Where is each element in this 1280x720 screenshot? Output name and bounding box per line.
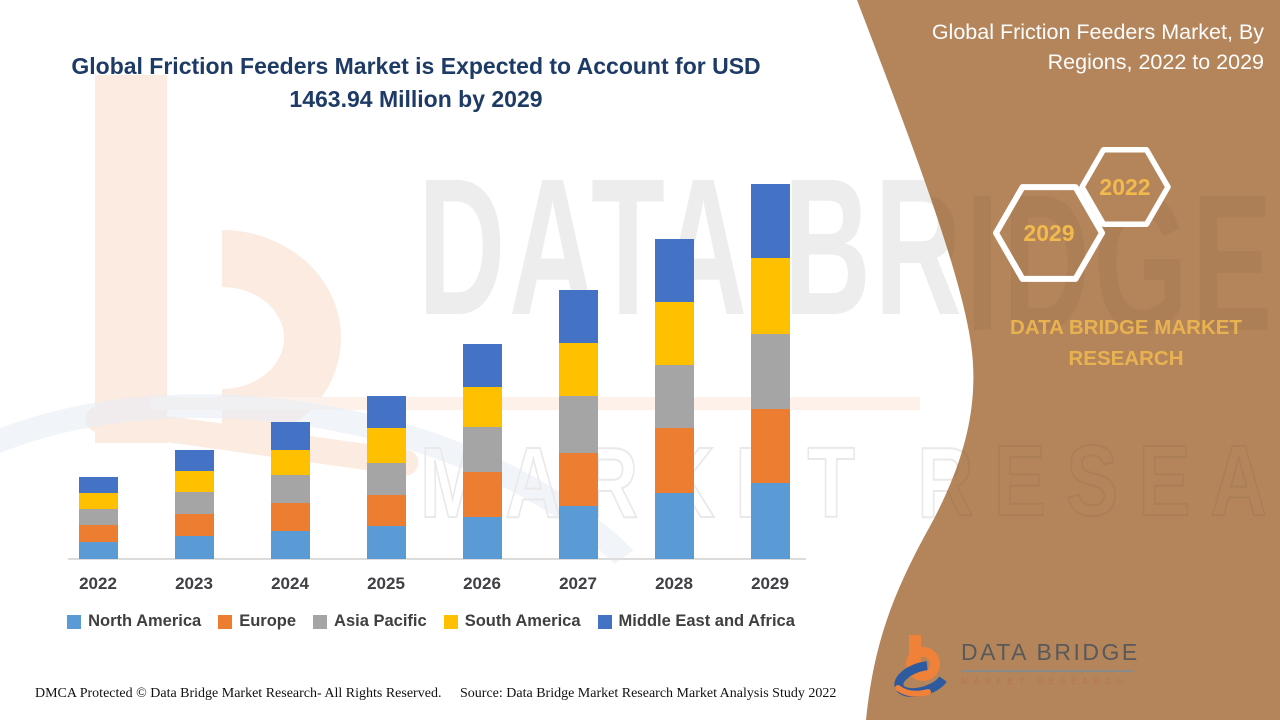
legend-item-asia-pacific: Asia Pacific — [313, 612, 427, 631]
x-axis-label-2029: 2029 — [751, 574, 789, 593]
x-axis-label-2028: 2028 — [655, 574, 693, 593]
bar-segment-north-america — [270, 531, 310, 559]
bar-segment-europe — [750, 409, 790, 483]
logo-text-block: DATA BRIDGE MARKET RESEARCH — [961, 633, 1140, 686]
legend-marker — [597, 614, 612, 629]
chart-title-line1: Global Friction Feeders Market is Expect… — [71, 53, 761, 79]
watermark-stripe — [150, 397, 920, 410]
stacked-bar-chart — [60, 150, 806, 560]
bar-segment-asia-pacific — [366, 463, 406, 495]
bar-2022 — [78, 477, 118, 559]
bar-segment-middle-east-and-africa — [78, 477, 118, 493]
bar-segment-middle-east-and-africa — [462, 344, 502, 387]
brand-wordmark-line2: RESEARCH — [1068, 347, 1184, 370]
bar-segment-south-america — [174, 471, 214, 492]
chart-legend: North America Europe Asia Pacific South Ame… — [0, 612, 862, 631]
bar-segment-asia-pacific — [654, 365, 694, 428]
bar-segment-south-america — [462, 387, 502, 427]
bar-2027 — [558, 290, 598, 559]
bar-segment-middle-east-and-africa — [750, 184, 790, 258]
x-axis-line — [68, 558, 806, 560]
x-axis-label-2026: 2026 — [463, 574, 501, 593]
legend-label: Europe — [239, 612, 297, 630]
bar-segment-europe — [174, 514, 214, 536]
legend-label: Asia Pacific — [334, 612, 427, 630]
chart-title-line2: 1463.94 Million by 2029 — [289, 86, 543, 112]
hexagon-2029-label: 2029 — [1023, 220, 1074, 246]
bar-2024 — [270, 422, 310, 559]
x-axis-label-2023: 2023 — [175, 574, 213, 593]
x-axis-label-2022: 2022 — [79, 574, 117, 593]
bar-segment-north-america — [366, 526, 406, 559]
source-text: Source: Data Bridge Market Research Mark… — [460, 686, 837, 701]
bar-2028 — [654, 239, 694, 559]
logo-name: DATA BRIDGE — [961, 639, 1140, 665]
databridge-logo: DATA BRIDGE MARKET RESEARCH — [893, 633, 1140, 697]
bar-segment-asia-pacific — [78, 509, 118, 525]
bar-segment-south-america — [366, 428, 406, 463]
panel-heading-line2: Regions, 2022 to 2029 — [1047, 50, 1264, 74]
bar-2025 — [366, 396, 406, 559]
bar-segment-europe — [462, 472, 502, 517]
bar-segment-asia-pacific — [174, 492, 214, 514]
bar-segment-south-america — [654, 302, 694, 365]
chart-title: Global Friction Feeders Market is Expect… — [58, 50, 774, 116]
legend-marker — [313, 614, 328, 629]
watermark-b-bar — [95, 75, 167, 443]
bar-segment-asia-pacific — [462, 427, 502, 472]
bar-segment-south-america — [558, 343, 598, 396]
hexagon-2022-label: 2022 — [1099, 174, 1150, 200]
bar-2029 — [750, 184, 790, 559]
logo-subtitle: MARKET RESEARCH — [961, 676, 1129, 686]
bar-segment-north-america — [654, 493, 694, 559]
bar-segment-asia-pacific — [270, 475, 310, 503]
legend-marker — [443, 614, 458, 629]
legend-label: Middle East and Africa — [618, 612, 795, 630]
legend-marker — [67, 614, 82, 629]
legend-item-south-america: South America — [443, 612, 581, 631]
legend-label: South America — [464, 612, 581, 630]
bar-segment-middle-east-and-africa — [654, 239, 694, 302]
bar-segment-europe — [558, 453, 598, 506]
brand-wordmark-line1: DATA BRIDGE MARKET — [1010, 316, 1242, 339]
bar-segment-middle-east-and-africa — [366, 396, 406, 428]
bar-segment-north-america — [174, 536, 214, 559]
bar-segment-south-america — [78, 493, 118, 509]
panel-heading-line1: Global Friction Feeders Market, By — [931, 20, 1264, 44]
bar-segment-europe — [366, 495, 406, 526]
bar-segment-north-america — [462, 517, 502, 559]
bar-segment-south-america — [270, 450, 310, 475]
x-axis-label-2024: 2024 — [271, 574, 309, 593]
bar-segment-north-america — [78, 542, 118, 559]
bar-segment-europe — [654, 428, 694, 493]
bar-segment-middle-east-and-africa — [174, 450, 214, 471]
legend-label: North America — [88, 612, 202, 630]
legend-item-middle-east-and-africa: Middle East and Africa — [597, 612, 795, 631]
brand-wordmark: DATA BRIDGE MARKET RESEARCH — [1005, 312, 1247, 374]
bar-segment-europe — [78, 525, 118, 542]
panel-heading: Global Friction Feeders Market, By Regio… — [882, 17, 1264, 77]
hexagon-badges: 2029 2022 — [993, 147, 1171, 282]
bar-2026 — [462, 344, 502, 559]
legend-marker — [218, 614, 233, 629]
logo-divider — [961, 670, 1133, 672]
bar-segment-middle-east-and-africa — [558, 290, 598, 343]
x-axis-label-2027: 2027 — [559, 574, 597, 593]
bar-segment-middle-east-and-africa — [270, 422, 310, 450]
legend-item-europe: Europe — [218, 612, 296, 631]
bar-2023 — [174, 450, 214, 559]
bar-segment-south-america — [750, 258, 790, 334]
bar-segment-asia-pacific — [558, 396, 598, 453]
dmca-text: DMCA Protected © Data Bridge Market Rese… — [35, 686, 442, 701]
bar-segment-europe — [270, 503, 310, 531]
bar-segment-north-america — [558, 506, 598, 559]
databridge-logo-icon — [894, 635, 950, 697]
bar-segment-north-america — [750, 483, 790, 559]
bar-segment-asia-pacific — [750, 334, 790, 409]
legend-item-north-america: North America — [67, 612, 201, 631]
x-axis-label-2025: 2025 — [367, 574, 405, 593]
